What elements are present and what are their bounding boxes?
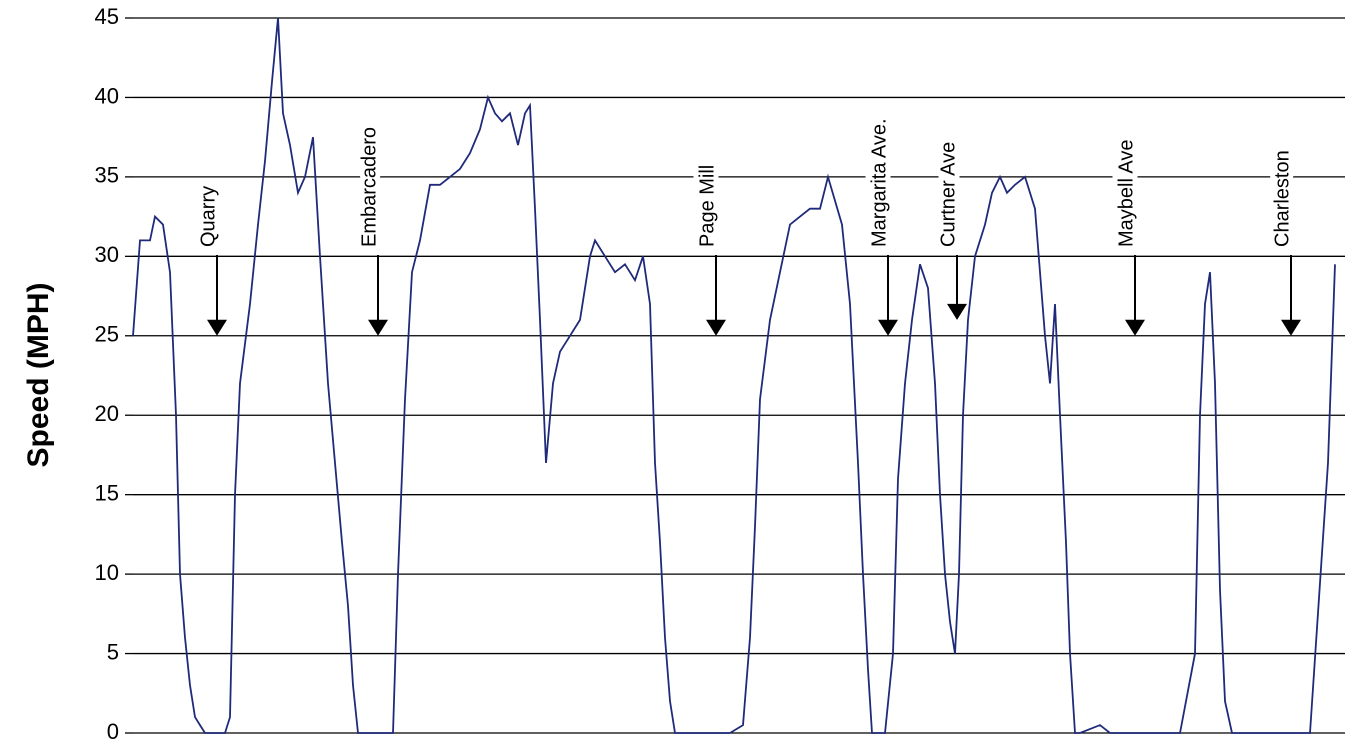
annotation-arrowhead	[706, 319, 726, 336]
y-tick-label: 45	[95, 4, 119, 29]
y-tick-label: 15	[95, 480, 119, 505]
annotation-arrowhead	[207, 319, 227, 336]
annotation-arrowhead	[947, 303, 967, 320]
annotation-arrowhead	[1125, 319, 1145, 336]
y-tick-label: 35	[95, 163, 119, 188]
annotation-arrowhead	[368, 319, 388, 336]
y-tick-label: 5	[107, 639, 119, 664]
y-tick-label: 10	[95, 560, 119, 585]
y-tick-label: 40	[95, 83, 119, 108]
annotation-label: Maybell Ave	[1115, 140, 1137, 247]
annotation-arrowhead	[878, 319, 898, 336]
annotation-label: Quarry	[197, 186, 219, 247]
y-axis-label: Speed (MPH)	[22, 282, 55, 467]
annotation-label: Margarita Ave.	[868, 118, 890, 247]
y-tick-label: 20	[95, 401, 119, 426]
annotation-label: Curtner Ave	[937, 142, 959, 247]
annotation-label: Charleston	[1271, 150, 1293, 247]
y-tick-label: 30	[95, 242, 119, 267]
y-tick-label: 0	[107, 719, 119, 744]
speed-line	[132, 17, 1336, 734]
annotation-label: Page Mill	[696, 165, 718, 247]
y-tick-label: 25	[95, 322, 119, 347]
annotation-arrowhead	[1281, 319, 1301, 336]
annotation-label: Embarcadero	[358, 127, 380, 247]
